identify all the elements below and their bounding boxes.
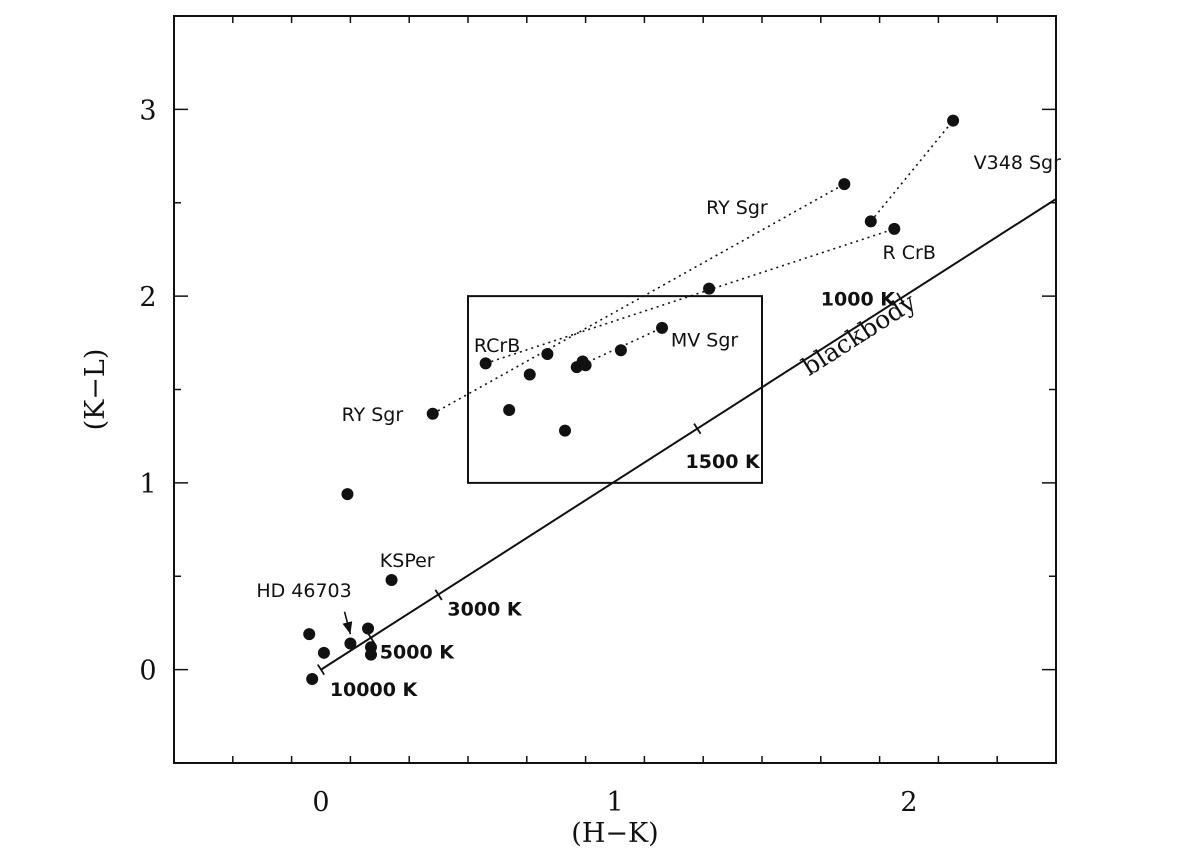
y-tick-label: 1 xyxy=(139,469,156,500)
data-point xyxy=(306,672,319,685)
temperature-tick xyxy=(366,632,375,644)
temperature-tick xyxy=(434,589,443,601)
data-point xyxy=(303,628,316,641)
ticks xyxy=(173,15,1057,764)
data-point xyxy=(864,215,877,228)
annotation-label: RY Sgr xyxy=(342,404,404,426)
annotation-label: RCrB xyxy=(474,335,520,357)
annotation-label: 5000 K xyxy=(380,641,455,663)
y-tick-label: 0 xyxy=(139,656,156,687)
data-point xyxy=(947,114,960,127)
data-point xyxy=(426,407,439,420)
data-point xyxy=(503,404,516,417)
data-point xyxy=(888,222,901,235)
data-point xyxy=(344,637,357,650)
data-point xyxy=(523,368,536,381)
annotation-label: 3000 K xyxy=(447,598,522,620)
tick-labels: 0 1 2 0 1 2 3 xyxy=(139,95,917,818)
data-point xyxy=(656,321,669,334)
plot-frame xyxy=(173,15,1057,764)
data-point xyxy=(317,646,330,659)
data-point xyxy=(341,488,354,501)
x-tick-label: 1 xyxy=(606,787,623,818)
data-point xyxy=(479,357,492,370)
temperature-tick xyxy=(693,423,702,435)
data-point xyxy=(364,648,377,661)
track-line xyxy=(870,120,954,222)
annotation-label: MV Sgr xyxy=(671,330,739,352)
track-line xyxy=(432,183,845,415)
temperature-tick xyxy=(896,292,905,304)
temperature-tick xyxy=(317,664,325,676)
annotation-label: RY Sgr xyxy=(706,197,768,219)
data-point xyxy=(362,622,375,635)
data-point xyxy=(838,178,851,191)
y-axis-title: (K−L) xyxy=(80,349,111,431)
annotation-label: 1000 K xyxy=(821,288,896,310)
data-point xyxy=(541,348,554,361)
tracks xyxy=(432,120,954,415)
annotation-label: 10000 K xyxy=(330,679,419,701)
annotation-label: KSPer xyxy=(380,550,435,572)
annotation-label: 1500 K xyxy=(686,451,761,473)
x-tick-label: 2 xyxy=(900,787,917,818)
data-point xyxy=(559,424,572,437)
annotation-label: HD 46703 xyxy=(256,580,351,602)
data-point xyxy=(614,344,627,357)
highlight-box xyxy=(467,295,763,484)
annotation-label: V348 Sgr xyxy=(974,152,1061,174)
track-line xyxy=(576,327,663,368)
y-tick-label: 2 xyxy=(139,282,156,313)
x-tick-label: 0 xyxy=(312,787,329,818)
x-axis-title: (H−K) xyxy=(571,818,658,849)
y-tick-label: 3 xyxy=(139,95,156,126)
hd46703-arrow-head xyxy=(342,621,353,635)
data-point xyxy=(703,282,716,295)
data-point xyxy=(579,359,592,372)
blackbody-line xyxy=(320,198,1057,671)
data-point xyxy=(385,573,398,586)
annotation-label: R CrB xyxy=(883,242,936,264)
temperature-marks xyxy=(317,292,905,676)
annotations: RY Sgr V348 Sgr R CrB RCrB MV Sgr RY Sgr KSPer… xyxy=(256,152,1061,701)
points xyxy=(303,114,960,685)
